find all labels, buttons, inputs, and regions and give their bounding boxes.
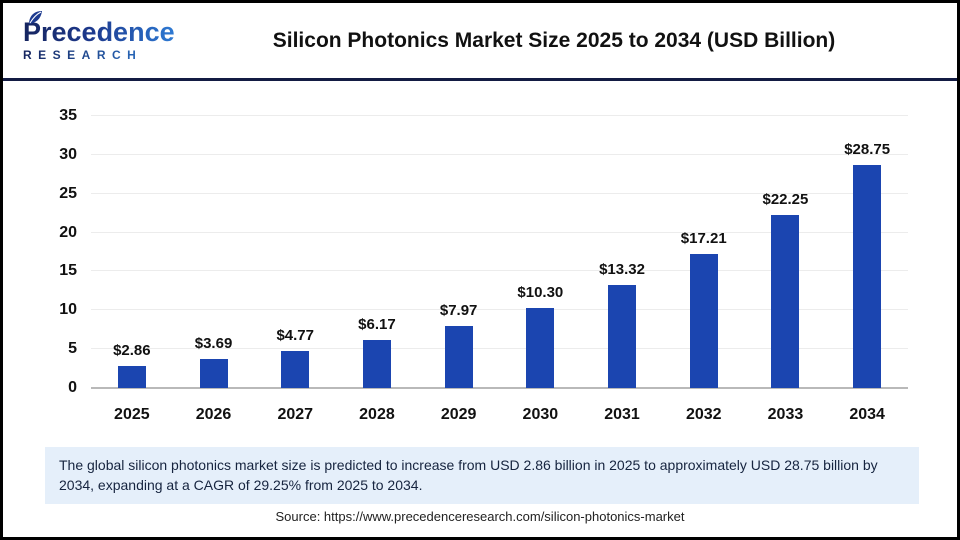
y-tick-label: 20 — [59, 223, 77, 241]
bar — [608, 284, 637, 388]
bar-group: $2.86 2025 — [91, 116, 173, 423]
bar — [444, 326, 473, 388]
x-tick-label: 2033 — [767, 406, 804, 423]
summary-note-text: The global silicon photonics market size… — [59, 457, 878, 494]
bar-group: $7.97 2029 — [418, 116, 500, 423]
x-tick-label: 2028 — [359, 406, 395, 423]
bar — [526, 307, 555, 388]
bar-group: $17.21 2032 — [663, 116, 745, 423]
y-tick-label: 15 — [59, 262, 77, 280]
bar-value-label: $17.21 — [680, 230, 727, 248]
bar-group: $22.25 2033 — [745, 116, 827, 423]
gridline — [91, 115, 908, 116]
gridline — [91, 348, 908, 350]
gridline — [91, 231, 908, 233]
bar-chart: 0 5 10 15 20 25 30 35 $2.86 2025 $3.69 2026 $4.77 202… — [59, 107, 908, 424]
bar-group: $6.17 2028 — [336, 116, 418, 423]
y-tick-label: 0 — [68, 379, 77, 396]
bar — [771, 215, 800, 388]
bar — [281, 350, 310, 388]
gridline — [91, 270, 908, 272]
bar-value-label: $28.75 — [844, 140, 891, 158]
bar-value-label: $7.97 — [439, 302, 478, 320]
y-tick-label: 35 — [59, 107, 77, 124]
bar — [199, 359, 228, 388]
precedence-research-logo: Precedence RESEARCH — [3, 11, 181, 62]
gridline — [91, 192, 908, 194]
x-tick-label: 2031 — [604, 406, 640, 423]
x-tick-label: 2025 — [114, 406, 150, 423]
bar-group: $4.77 2027 — [254, 116, 336, 423]
bar-group: $3.69 2026 — [173, 116, 255, 423]
y-tick-label: 30 — [59, 145, 77, 163]
bar-value-label: $3.69 — [194, 335, 233, 353]
header: Precedence RESEARCH Silicon Photonics Ma… — [3, 3, 957, 81]
x-tick-label: 2032 — [685, 406, 722, 423]
logo-subtitle: RESEARCH — [23, 48, 181, 62]
bar-value-label: $10.30 — [517, 283, 564, 301]
logo-wordmark: Precedence — [23, 19, 181, 46]
x-tick-label: 2034 — [849, 406, 885, 423]
x-tick-label: 2029 — [440, 406, 477, 423]
y-tick-label: 5 — [68, 340, 77, 358]
leaf-icon — [29, 11, 42, 24]
bar-value-label: $4.77 — [276, 326, 314, 344]
source-attribution: Source: https://www.precedenceresearch.c… — [275, 509, 685, 524]
x-axis-line — [91, 387, 908, 389]
bar-group: $10.30 2030 — [500, 116, 582, 423]
bar-value-label: $2.86 — [113, 341, 151, 359]
bar-value-label: $22.25 — [762, 191, 809, 209]
y-tick-label: 10 — [59, 301, 77, 319]
bar — [117, 365, 146, 388]
bar-value-label: $13.32 — [599, 260, 645, 278]
x-tick-label: 2027 — [277, 406, 314, 423]
x-tick-label: 2030 — [522, 406, 559, 423]
summary-note: The global silicon photonics market size… — [45, 447, 919, 504]
bar — [362, 340, 391, 388]
bar-value-label: $6.17 — [358, 316, 396, 334]
bar-group: $13.32 2031 — [581, 116, 663, 424]
x-tick-label: 2026 — [195, 406, 232, 423]
gridline — [91, 309, 908, 311]
bar — [853, 164, 882, 388]
bar — [689, 254, 718, 388]
bar-group: $28.75 2034 — [826, 116, 908, 423]
gridline — [91, 153, 908, 155]
y-tick-label: 25 — [59, 184, 77, 202]
page-title: Silicon Photonics Market Size 2025 to 20… — [272, 28, 836, 52]
